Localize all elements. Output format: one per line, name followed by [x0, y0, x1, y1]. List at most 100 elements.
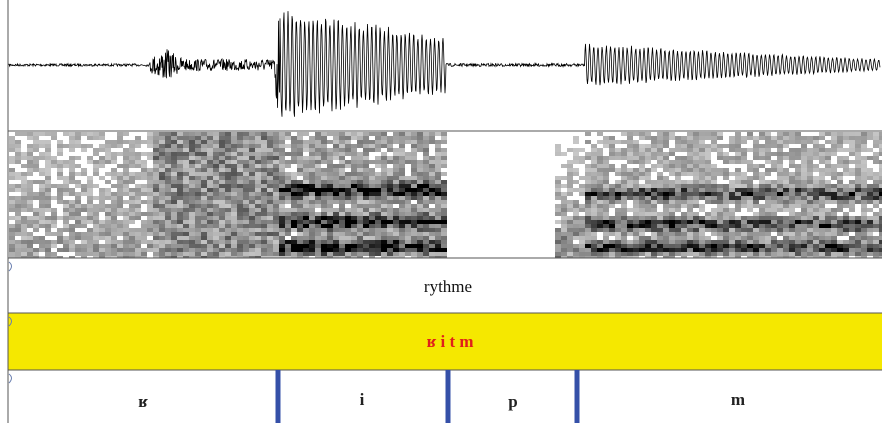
spectrogram-cell [717, 156, 723, 160]
spectrogram-cell [171, 168, 177, 172]
spectrogram-cell [597, 132, 603, 136]
spectrogram-cell [573, 224, 579, 228]
spectrogram-cell [597, 208, 603, 212]
spectrogram-cell [273, 200, 279, 204]
spectrogram-cell [429, 172, 435, 176]
spectrogram-cell [681, 204, 687, 208]
spectrogram-cell [783, 232, 789, 236]
spectrogram-cell [75, 220, 81, 224]
spectrogram-cell [237, 216, 243, 220]
spectrogram-cell [231, 200, 237, 204]
spectrogram-cell [231, 168, 237, 172]
spectrogram-cell [657, 224, 663, 228]
spectrogram-cell [717, 144, 723, 148]
spectrogram-cell [315, 244, 321, 248]
spectrogram-cell [693, 224, 699, 228]
spectrogram-cell [75, 200, 81, 204]
spectrogram-cell [723, 240, 729, 244]
spectrogram-cell [693, 160, 699, 164]
spectrogram-cell [387, 136, 393, 140]
spectrogram-cell [405, 248, 411, 252]
spectrogram-cell [219, 200, 225, 204]
spectrogram-cell [699, 148, 705, 152]
spectrogram-cell [615, 184, 621, 188]
spectrogram-cell [21, 220, 27, 224]
spectrogram-cell [201, 184, 207, 188]
spectrogram-cell [345, 188, 351, 192]
spectrogram-cell [189, 212, 195, 216]
spectrogram-cell [297, 228, 303, 232]
spectrogram-cell [327, 220, 333, 224]
spectrogram-cell [267, 144, 273, 148]
spectrogram-cell [765, 204, 771, 208]
spectrogram-cell [159, 176, 165, 180]
spectrogram-cell [705, 240, 711, 244]
spectrogram-cell [579, 216, 585, 220]
spectrogram-cell [711, 180, 717, 184]
spectrogram-cell [615, 148, 621, 152]
spectrogram-cell [807, 224, 813, 228]
spectrogram-cell [765, 180, 771, 184]
spectrogram-cell [681, 220, 687, 224]
spectrogram-cell [705, 216, 711, 220]
spectrogram-cell [645, 160, 651, 164]
spectrogram-cell [279, 148, 285, 152]
spectrogram-cell [411, 180, 417, 184]
spectrogram-cell [411, 192, 417, 196]
spectrogram-cell [849, 216, 855, 220]
spectrogram-cell [705, 148, 711, 152]
spectrogram-cell [657, 136, 663, 140]
spectrogram-cell [249, 172, 255, 176]
spectrogram-cell [99, 144, 105, 148]
spectrogram-cell [129, 188, 135, 192]
spectrogram-cell [183, 244, 189, 248]
spectrogram-cell [759, 208, 765, 212]
spectrogram-cell [279, 220, 285, 224]
spectrogram-cell [57, 248, 63, 252]
spectrogram-cell [753, 172, 759, 176]
spectrogram-cell [831, 216, 837, 220]
spectrogram-cell [87, 244, 93, 248]
spectrogram-cell [279, 192, 285, 196]
spectrogram-cell [411, 140, 417, 144]
spectrogram-cell [93, 224, 99, 228]
spectrogram-cell [15, 228, 21, 232]
spectrogram-cell [585, 164, 591, 168]
spectrogram-cell [639, 192, 645, 196]
spectrogram-cell [69, 240, 75, 244]
spectrogram-cell [795, 192, 801, 196]
spectrogram-cell [141, 188, 147, 192]
spectrogram-cell [699, 208, 705, 212]
spectrogram-cell [663, 236, 669, 240]
spectrogram-cell [879, 228, 882, 232]
spectrogram-cell [177, 148, 183, 152]
spectrogram-cell [51, 156, 57, 160]
spectrogram-cell [411, 156, 417, 160]
spectrogram-cell [339, 152, 345, 156]
spectrogram-cell [777, 252, 783, 256]
spectrogram-cell [603, 208, 609, 212]
spectrogram-cell [873, 140, 879, 144]
spectrogram-cell [567, 224, 573, 228]
spectrogram-cell [87, 192, 93, 196]
spectrogram-cell [309, 160, 315, 164]
spectrogram-cell [795, 212, 801, 216]
spectrogram-cell [651, 224, 657, 228]
spectrogram-cell [843, 140, 849, 144]
spectrogram-cell [399, 184, 405, 188]
spectrogram-cell [651, 236, 657, 240]
spectrogram-cell [429, 212, 435, 216]
spectrogram-cell [879, 164, 882, 168]
spectrogram-cell [417, 236, 423, 240]
spectrogram-cell [591, 216, 597, 220]
spectrogram-cell [561, 212, 567, 216]
spectrogram-cell [69, 248, 75, 252]
spectrogram-cell [693, 168, 699, 172]
spectrogram-cell [267, 244, 273, 248]
spectrogram-cell [603, 240, 609, 244]
spectrogram-cell [261, 248, 267, 252]
spectrogram-cell [159, 192, 165, 196]
spectrogram-cell [645, 132, 651, 136]
spectrogram-cell [423, 152, 429, 156]
spectrogram-cell [99, 192, 105, 196]
